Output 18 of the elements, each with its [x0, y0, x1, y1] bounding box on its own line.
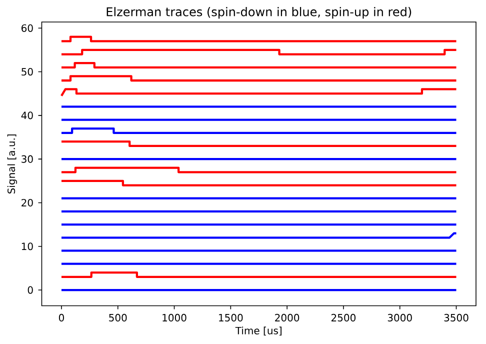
x-tick-label: 500 [109, 314, 127, 322]
chart-title: Elzerman traces (spin-down in blue, spin-up in red) [106, 7, 412, 19]
x-tick-label: 2000 [275, 314, 300, 322]
y-tick-label: 0 [28, 286, 33, 294]
x-tick-label: 3000 [388, 314, 412, 322]
y-axis-title: Signal [a.u.] [7, 134, 18, 194]
y-tick-label: 20 [22, 198, 33, 207]
x-tick-label: 3500 [444, 314, 468, 322]
x-tick-label: 2500 [331, 314, 356, 322]
y-tick-label: 60 [22, 24, 33, 32]
y-tick-label: 10 [22, 242, 33, 250]
x-tick-label: 1500 [219, 314, 243, 322]
x-tick-label: 1000 [162, 314, 186, 322]
y-tick-label: 40 [21, 112, 33, 120]
x-axis-title: Time [us] [235, 326, 282, 336]
y-tick-label: 30 [22, 155, 33, 163]
y-tick-label: 50 [22, 68, 33, 76]
x-tick-label: 0 [58, 314, 64, 322]
